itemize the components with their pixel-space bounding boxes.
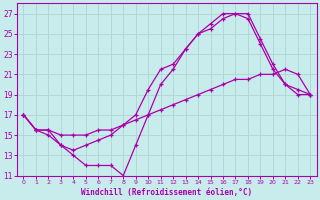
X-axis label: Windchill (Refroidissement éolien,°C): Windchill (Refroidissement éolien,°C) — [81, 188, 252, 197]
